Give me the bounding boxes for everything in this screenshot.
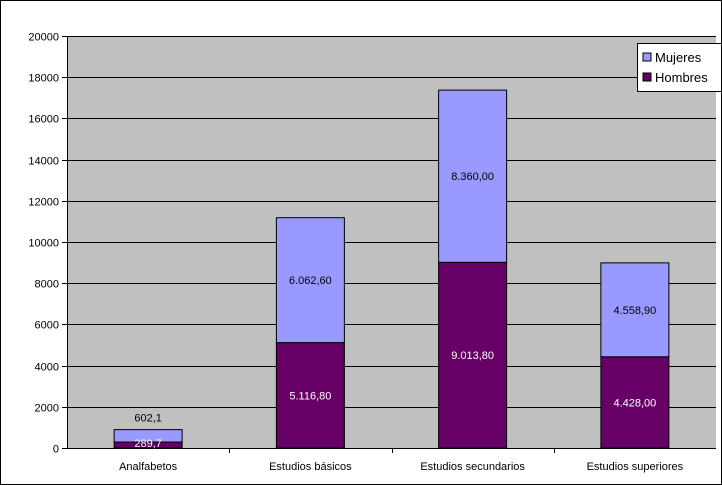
bar-mujeres-1 [275,217,345,344]
bar-mujeres-0 [113,429,183,443]
bar-hombres-3 [600,356,670,449]
data-label: 6.062,60 [289,275,332,287]
legend-label-mujeres: Mujeres [655,50,702,65]
bar-mujeres-2 [438,89,508,263]
y-tick-label: 14000 [28,156,59,168]
data-label: 4.428,00 [613,397,656,409]
y-tick-label: 16000 [28,114,59,126]
legend-swatch-hombres [642,72,652,82]
bar-mujeres-3 [600,262,670,358]
bars [113,89,670,449]
data-label: 9.013,80 [451,350,494,362]
y-tick-label: 10000 [28,238,59,250]
data-label: 289,7 [134,438,162,450]
data-label: 8.360,00 [451,171,494,183]
x-category-label: Analfabetos [119,461,178,473]
data-label: 602,1 [134,413,162,425]
y-tick-label: 20000 [28,32,59,44]
legend: Mujeres Hombres [637,43,722,92]
x-category-label: Estudios secundarios [420,461,525,473]
axes: 0 2000 4000 6000 8000 10000 12000 14000 16000 180… [28,32,716,473]
bar-hombres-2 [438,261,508,449]
bar-hombres-1 [275,342,345,449]
data-label: 5.116,80 [289,390,331,402]
x-category-label: Estudios superiores [587,461,684,473]
y-tick-label: 6000 [35,320,59,332]
legend-label-hombres: Hombres [655,70,708,85]
data-label: 4.558,90 [613,305,656,317]
y-tick-label: 18000 [28,73,59,85]
y-tick-label: 12000 [28,197,59,209]
y-tick-label: 2000 [35,403,59,415]
x-category-label: Estudios básicos [269,461,352,473]
y-tick-label: 4000 [35,362,59,374]
legend-swatch-mujeres [642,52,652,62]
data-labels: 289,7 602,1 5.116,80 6.062,60 9.013,80 8.360,… [134,171,656,450]
y-tick-label: 8000 [35,279,59,291]
y-tick-label: 0 [53,444,59,456]
